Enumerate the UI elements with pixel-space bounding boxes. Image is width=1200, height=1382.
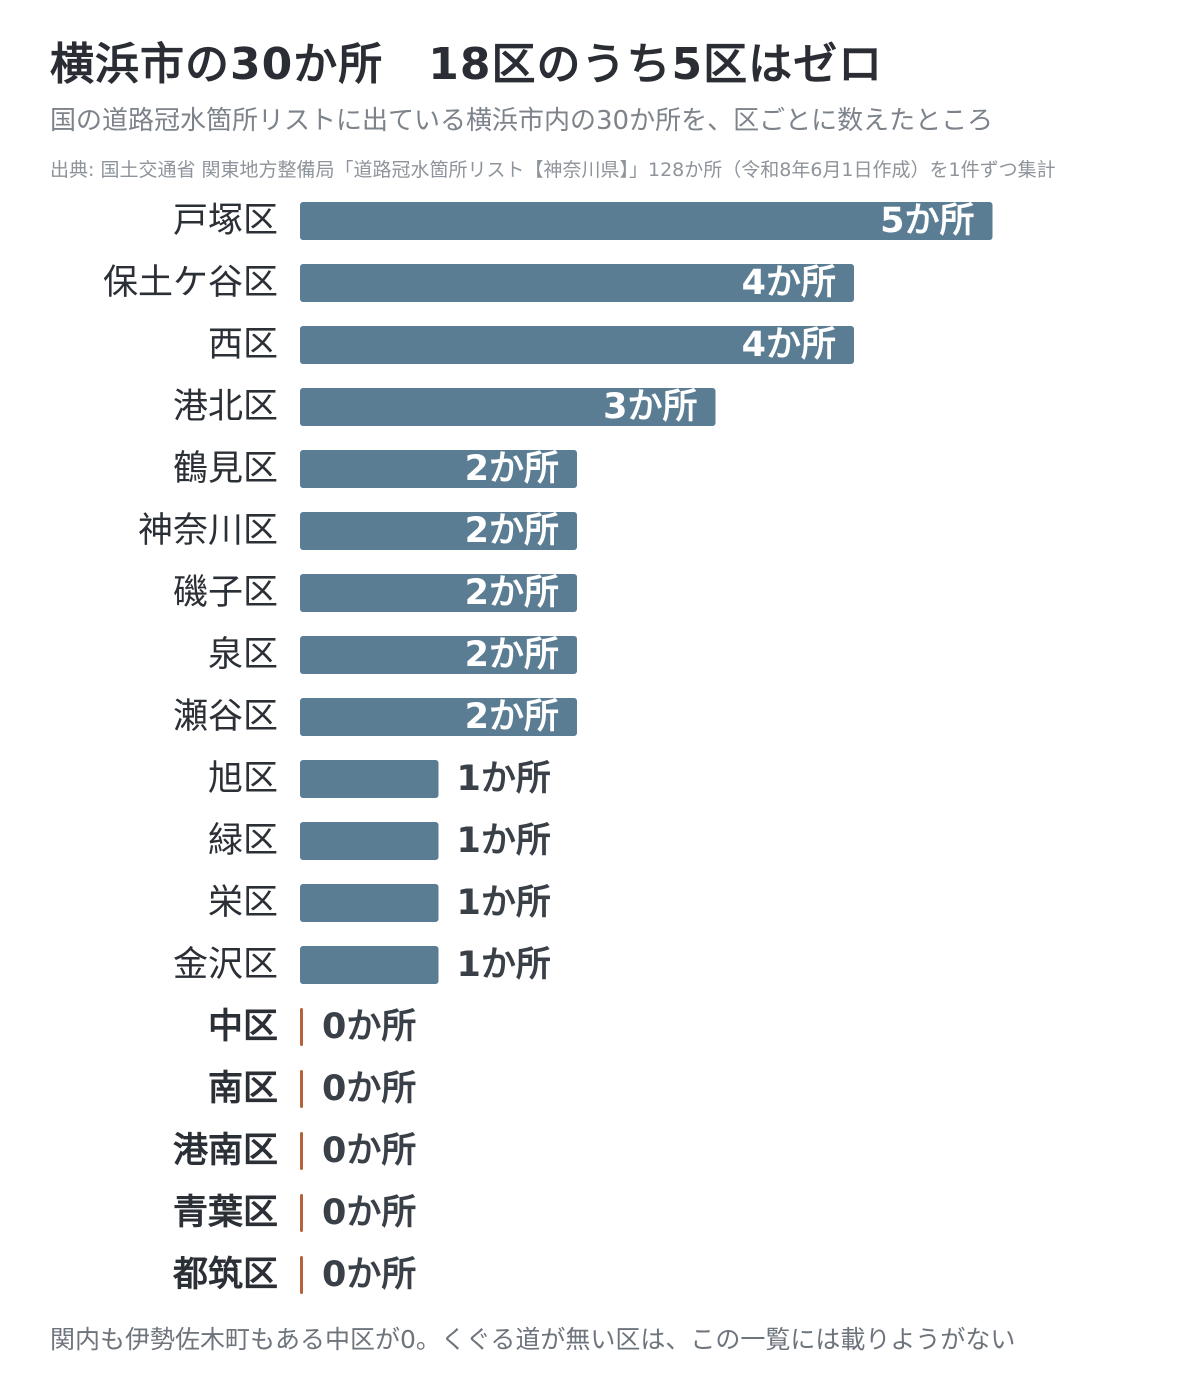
value-label: 4か所 [742,263,836,303]
bar [300,574,577,612]
category-label: 神奈川区 [138,511,278,551]
value-label: 1か所 [457,821,551,861]
chart-title: 横浜市の30か所 18区のうち5区はゼロ [50,39,884,90]
value-label: 2か所 [465,449,559,489]
zero-marker [300,1008,303,1046]
bar [300,264,854,302]
bar [300,450,577,488]
bar [300,326,854,364]
category-label: 戸塚区 [173,201,278,241]
category-label: 鶴見区 [173,449,278,489]
category-label: 緑区 [208,821,278,861]
category-label: 西区 [208,325,278,365]
value-label: 1か所 [457,759,551,799]
value-label: 2か所 [465,697,559,737]
chart-footnote: 関内も伊勢佐木町もある中区が0。くぐる道が無い区は、この一覧には載りようがない [50,1325,1016,1354]
category-label: 都筑区 [172,1255,278,1295]
zero-marker [300,1256,303,1294]
zero-marker [300,1194,303,1232]
value-label: 0か所 [322,1069,416,1109]
bar [300,884,439,922]
category-label: 保土ケ谷区 [103,263,278,303]
value-label: 3か所 [603,387,697,427]
value-label: 0か所 [322,1007,416,1047]
category-label: 中区 [208,1007,278,1047]
category-label: 南区 [208,1069,278,1109]
bar [300,636,577,674]
bar [300,698,577,736]
zero-marker [300,1132,303,1170]
category-label: 栄区 [208,883,278,923]
value-label: 2か所 [465,511,559,551]
bar [300,202,993,240]
value-label: 1か所 [457,945,551,985]
value-label: 0か所 [322,1131,416,1171]
value-label: 5か所 [880,201,974,241]
category-label: 旭区 [208,759,278,799]
value-label: 0か所 [322,1193,416,1233]
bar [300,946,439,984]
category-label: 青葉区 [173,1193,278,1233]
category-label: 港北区 [173,387,278,427]
bar [300,388,716,426]
bar [300,760,439,798]
value-label: 2か所 [465,635,559,675]
category-label: 瀬谷区 [173,697,278,737]
category-label: 泉区 [208,635,278,675]
value-label: 2か所 [465,573,559,613]
category-label: 磯子区 [173,573,278,613]
chart-source: 出典: 国土交通省 関東地方整備局「道路冠水箇所リスト【神奈川県】」128か所（… [50,159,1056,181]
chart-subtitle: 国の道路冠水箇所リストに出ている横浜市内の30か所を、区ごとに数えたところ [50,106,994,136]
value-label: 0か所 [322,1255,416,1295]
bar [300,512,577,550]
value-label: 1か所 [457,883,551,923]
category-label: 港南区 [173,1131,278,1171]
zero-marker [300,1070,303,1108]
value-label: 4か所 [742,325,836,365]
bar [300,822,439,860]
category-label: 金沢区 [173,945,278,985]
